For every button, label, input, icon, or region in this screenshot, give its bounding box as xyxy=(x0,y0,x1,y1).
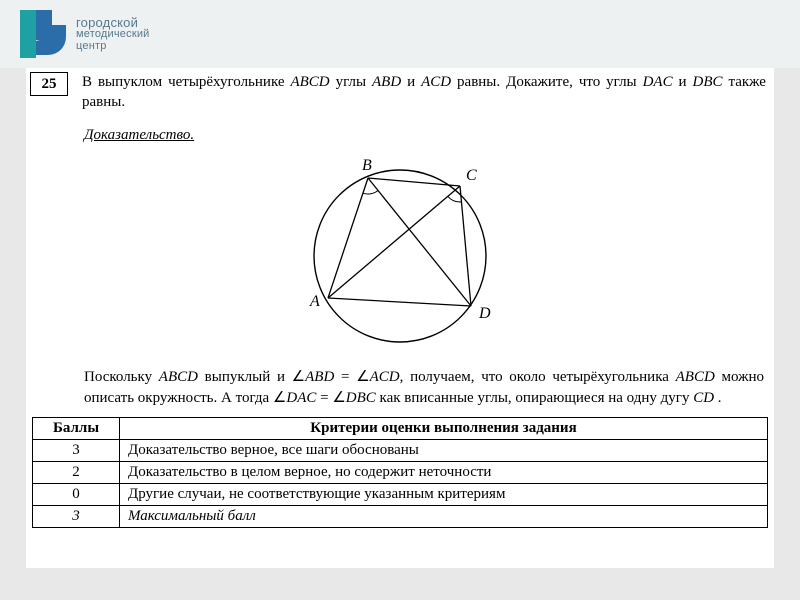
angle-icon: ∠ xyxy=(273,390,286,406)
proof-label: Доказательство. xyxy=(84,127,774,144)
math: ABCD xyxy=(676,369,715,385)
angle-icon: ∠ xyxy=(292,369,305,385)
svg-text:A: A xyxy=(309,293,320,310)
logo-mark-icon xyxy=(14,7,68,61)
criteria-cell: Другие случаи, не соответствующие указан… xyxy=(120,483,768,505)
table-header-row: Баллы Критерии оценки выполнения задания xyxy=(33,417,768,439)
score-cell: 3 xyxy=(33,505,120,527)
table-row: 2Доказательство в целом верное, но содер… xyxy=(33,461,768,483)
score-cell: 0 xyxy=(33,483,120,505)
svg-text:D: D xyxy=(478,305,491,322)
logo: городской методический центр xyxy=(14,6,150,62)
text: и xyxy=(673,74,693,90)
math: ABCD xyxy=(290,74,329,90)
content-area: 25 В выпуклом четырёхугольнике ABCD углы… xyxy=(26,68,774,568)
text: углы xyxy=(330,74,372,90)
angle-icon: ∠ xyxy=(332,390,345,406)
table-row: 0Другие случаи, не соответствующие указа… xyxy=(33,483,768,505)
proof-text: Поскольку ABCD выпуклый и ∠ABD = ∠ACD, п… xyxy=(84,367,764,409)
text: равны. Докажите, что углы xyxy=(451,74,643,90)
svg-text:B: B xyxy=(362,157,372,174)
math: DBC xyxy=(346,390,376,406)
header-bar: городской методический центр xyxy=(0,0,800,68)
rubric-table: Баллы Критерии оценки выполнения задания… xyxy=(32,417,768,528)
geometry-figure: A B C D xyxy=(26,146,774,361)
score-cell: 2 xyxy=(33,461,120,483)
text: Поскольку xyxy=(84,369,159,385)
math: ACD xyxy=(421,74,451,90)
text: В выпуклом четырёхугольнике xyxy=(82,74,290,90)
math: DAC xyxy=(643,74,673,90)
math: DBC xyxy=(693,74,723,90)
col-criteria: Критерии оценки выполнения задания xyxy=(120,417,768,439)
angle-icon: ∠ xyxy=(356,369,369,385)
logo-text: городской методический центр xyxy=(76,16,150,53)
logo-line1: городской xyxy=(76,16,150,30)
text: Доказательство xyxy=(84,127,190,143)
math: ABD xyxy=(372,74,401,90)
svg-text:C: C xyxy=(466,167,477,184)
math: DAC xyxy=(286,390,316,406)
text: и xyxy=(401,74,421,90)
math: ACD xyxy=(370,369,400,385)
logo-line3: центр xyxy=(76,41,150,53)
criteria-cell: Доказательство верное, все шаги обоснова… xyxy=(120,439,768,461)
table-row-max: 3Максимальный балл xyxy=(33,505,768,527)
math: ABD xyxy=(305,369,334,385)
criteria-cell: Доказательство в целом верное, но содерж… xyxy=(120,461,768,483)
criteria-cell: Максимальный балл xyxy=(120,505,768,527)
score-cell: 3 xyxy=(33,439,120,461)
problem-number-box: 25 xyxy=(30,72,68,96)
table-row: 3Доказательство верное, все шаги обоснов… xyxy=(33,439,768,461)
text: как вписанные углы, опирающиеся на одну … xyxy=(376,390,693,406)
text: выпуклый и xyxy=(198,369,292,385)
text: . xyxy=(714,390,722,406)
text: , получаем, что около четырёхугольника xyxy=(400,369,676,385)
math: CD xyxy=(693,390,714,406)
math: ABCD xyxy=(159,369,198,385)
col-score: Баллы xyxy=(33,417,120,439)
circle-diagram: A B C D xyxy=(270,146,530,356)
problem-statement: В выпуклом четырёхугольнике ABCD углы AB… xyxy=(82,68,774,113)
page: городской методический центр 25 В выпукл… xyxy=(0,0,800,600)
problem-row: 25 В выпуклом четырёхугольнике ABCD углы… xyxy=(26,68,774,113)
